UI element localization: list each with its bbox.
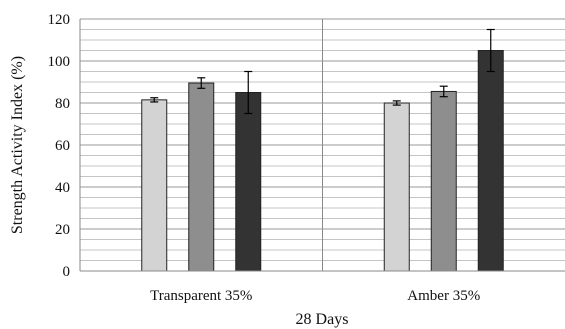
x-tick-labels: Transparent 35% Amber 35% xyxy=(150,288,480,304)
y-tick-label: 20 xyxy=(55,222,70,238)
x-axis-title: 28 Days xyxy=(296,311,349,328)
axes xyxy=(79,19,565,272)
bar xyxy=(141,99,168,272)
bar xyxy=(188,82,215,272)
y-tick-label: 80 xyxy=(55,96,70,112)
x-tick-label: Amber 35% xyxy=(407,288,480,304)
bar xyxy=(235,92,262,272)
bar xyxy=(383,102,410,272)
y-tick-label: 40 xyxy=(55,180,70,196)
bar xyxy=(477,50,504,272)
y-tick-label: 60 xyxy=(55,138,70,154)
y-tick-labels: 0 20 40 60 80 100 120 xyxy=(48,12,71,280)
y-tick-label: 120 xyxy=(48,12,71,28)
y-axis-title: Strength Activity Index (%) xyxy=(9,56,26,234)
bar xyxy=(430,90,457,272)
y-tick-label: 100 xyxy=(48,54,71,70)
bars xyxy=(141,28,504,272)
x-tick-label: Transparent 35% xyxy=(150,288,252,304)
y-tick-label: 0 xyxy=(63,264,71,280)
